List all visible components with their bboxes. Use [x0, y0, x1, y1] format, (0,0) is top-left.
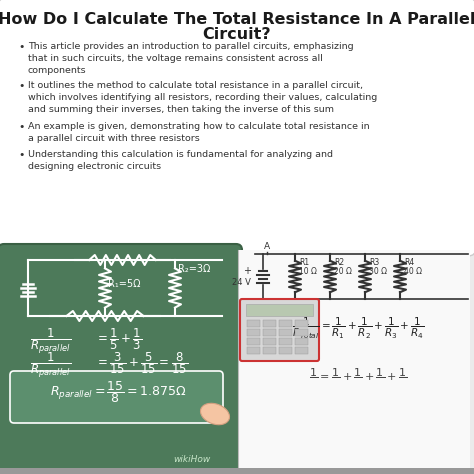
Bar — [279, 320, 292, 327]
Text: R4: R4 — [404, 258, 414, 267]
Text: R₁=5Ω: R₁=5Ω — [108, 279, 140, 289]
Bar — [238, 250, 470, 470]
Text: $= \dfrac{1}{5} + \dfrac{1}{3}$: $= \dfrac{1}{5} + \dfrac{1}{3}$ — [95, 326, 142, 352]
Text: •: • — [18, 42, 24, 52]
Bar — [295, 338, 308, 345]
Bar — [263, 329, 276, 336]
Text: B: B — [254, 302, 260, 311]
Text: 10 Ω: 10 Ω — [299, 267, 317, 276]
FancyBboxPatch shape — [240, 299, 319, 361]
Text: +: + — [243, 265, 251, 275]
Text: R2: R2 — [334, 258, 344, 267]
Bar — [295, 320, 308, 327]
Bar — [247, 329, 260, 336]
Text: R₂=3Ω: R₂=3Ω — [178, 264, 210, 274]
Text: $= \dfrac{3}{15} + \dfrac{5}{15} = \dfrac{8}{15}$: $= \dfrac{3}{15} + \dfrac{5}{15} = \dfra… — [95, 350, 188, 376]
Bar — [247, 347, 260, 354]
Text: This article provides an introduction to parallel circuits, emphasizing
that in : This article provides an introduction to… — [28, 42, 354, 74]
Text: •: • — [18, 122, 24, 132]
Bar — [247, 320, 260, 327]
Text: wikiHow: wikiHow — [173, 455, 210, 464]
Text: $\dfrac{1}{R_{parallel}}$: $\dfrac{1}{R_{parallel}}$ — [30, 326, 71, 356]
Bar — [263, 320, 276, 327]
Text: $R_{parallel} = \dfrac{15}{8} = 1.875\Omega$: $R_{parallel} = \dfrac{15}{8} = 1.875\Om… — [50, 379, 186, 405]
Text: •: • — [18, 81, 24, 91]
Bar — [279, 338, 292, 345]
Text: An example is given, demonstrating how to calculate total resistance in
a parall: An example is given, demonstrating how t… — [28, 122, 370, 143]
Text: 24 V: 24 V — [232, 278, 250, 287]
Text: •: • — [18, 150, 24, 160]
Bar — [279, 329, 292, 336]
Text: 40 Ω: 40 Ω — [404, 267, 422, 276]
Text: $\dfrac{1}{R_{Total}} = \dfrac{1}{R_1} + \dfrac{1}{R_2} + \dfrac{1}{R_3} + \dfra: $\dfrac{1}{R_{Total}} = \dfrac{1}{R_1} +… — [292, 316, 424, 341]
Bar — [263, 347, 276, 354]
Bar — [295, 347, 308, 354]
Text: $\dfrac{1}{R_{parallel}}$: $\dfrac{1}{R_{parallel}}$ — [30, 350, 71, 380]
Bar — [279, 347, 292, 354]
Text: 30 Ω: 30 Ω — [369, 267, 387, 276]
Bar — [0, 468, 474, 474]
Text: Understanding this calculation is fundamental for analyzing and
designing electr: Understanding this calculation is fundam… — [28, 150, 333, 171]
FancyBboxPatch shape — [0, 0, 474, 256]
Text: Circuit?: Circuit? — [203, 27, 271, 42]
Bar — [263, 338, 276, 345]
Ellipse shape — [201, 403, 229, 425]
Text: R3: R3 — [369, 258, 379, 267]
Text: R1: R1 — [299, 258, 309, 267]
Text: It outlines the method to calculate total resistance in a parallel circuit,
whic: It outlines the method to calculate tota… — [28, 81, 377, 114]
Bar — [295, 329, 308, 336]
Text: $\dfrac{1}{\ \ } = \dfrac{1}{\ \ } + \dfrac{1}{\ \ } + \dfrac{1}{\ \ } + \dfrac{: $\dfrac{1}{\ \ } = \dfrac{1}{\ \ } + \df… — [309, 366, 407, 383]
Bar — [246, 304, 313, 316]
FancyBboxPatch shape — [10, 371, 223, 423]
Text: 20 Ω: 20 Ω — [334, 267, 352, 276]
Text: A: A — [264, 242, 270, 251]
Bar — [247, 338, 260, 345]
FancyBboxPatch shape — [0, 244, 242, 474]
Text: How Do I Calculate The Total Resistance In A Parallel: How Do I Calculate The Total Resistance … — [0, 12, 474, 27]
